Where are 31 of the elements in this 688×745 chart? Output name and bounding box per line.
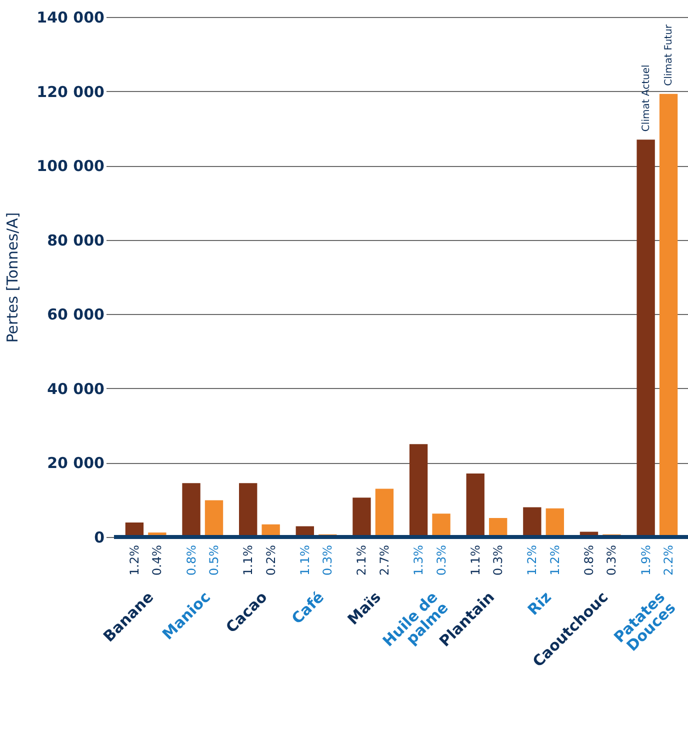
text: Climat Actuel [640, 64, 652, 132]
y-tick-label: 80 000 [47, 231, 104, 250]
text: 2.1% [354, 545, 369, 576]
text: Climat Futur [664, 24, 675, 86]
text: 0.3% [604, 545, 619, 576]
y-tick-label: 20 000 [47, 454, 104, 472]
y-tick-label: 100 000 [36, 157, 104, 176]
text: 2.7% [377, 545, 392, 576]
text: 1.2% [548, 545, 562, 576]
y-tick-label: 0 [94, 528, 104, 546]
text: 1.2% [525, 545, 540, 576]
text: 0.8% [582, 545, 596, 576]
text: 0.4% [150, 545, 164, 576]
text: 0.2% [264, 545, 278, 576]
text: 0.3% [434, 545, 448, 576]
text: 0.3% [491, 545, 506, 576]
text: 0.3% [320, 545, 335, 576]
y-tick-label: 120 000 [36, 82, 104, 101]
text: 1.1% [468, 545, 482, 576]
text: 1.9% [638, 545, 653, 576]
text: 2.2% [662, 545, 676, 576]
text: 0.8% [184, 545, 198, 576]
text: 1.2% [127, 545, 142, 576]
text: 1.1% [241, 545, 256, 576]
y-tick-label: 140 000 [36, 8, 104, 26]
y-tick-label: 60 000 [47, 306, 104, 324]
y-axis-title: Pertes [Tonnes/A] [4, 212, 22, 343]
text: 1.3% [412, 545, 426, 576]
text: 0.5% [207, 545, 221, 576]
text: 1.1% [298, 545, 312, 576]
y-tick-label: 40 000 [47, 380, 104, 398]
